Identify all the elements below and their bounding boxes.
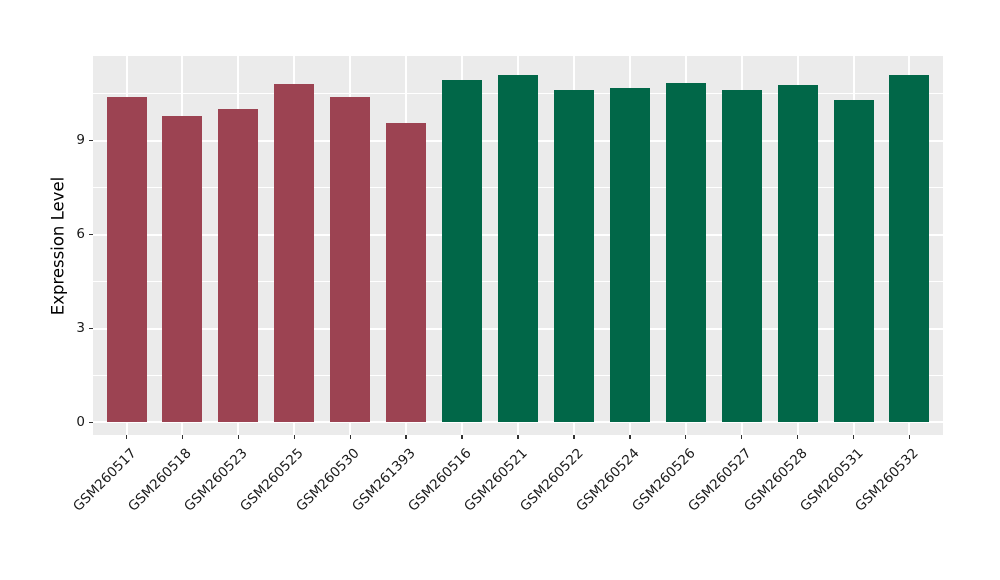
x-tick-mark (293, 435, 295, 439)
y-tick-mark (89, 421, 93, 424)
bar (162, 115, 203, 423)
x-tick-mark (349, 435, 351, 439)
y-tick-mark (89, 139, 93, 142)
x-tick-mark (125, 435, 128, 439)
x-tick-mark (852, 435, 855, 439)
y-tick-label: 6 (76, 226, 85, 243)
x-tick-mark (685, 435, 687, 439)
bar (106, 96, 147, 423)
bar (833, 99, 874, 423)
x-tick-mark (237, 435, 240, 439)
bar (218, 108, 259, 423)
x-tick-mark (908, 435, 911, 439)
bar (274, 84, 315, 423)
y-tick-label: 3 (76, 320, 85, 336)
bar (609, 87, 650, 423)
bar (889, 75, 930, 423)
y-tick-mark (89, 233, 93, 236)
x-tick-mark (405, 435, 407, 439)
bar (386, 123, 427, 423)
y-tick-label: 9 (76, 132, 85, 149)
x-tick-mark (573, 435, 575, 439)
x-tick-mark (181, 435, 184, 439)
bar (777, 84, 818, 423)
y-tick-mark (89, 327, 93, 330)
bar (553, 89, 594, 423)
bar (442, 80, 483, 423)
bar (330, 96, 371, 423)
y-axis-title: Expression Level (48, 176, 68, 316)
bar (721, 89, 762, 423)
bar (498, 75, 538, 423)
x-tick-mark (461, 435, 463, 439)
x-tick-mark (740, 435, 743, 439)
bar (665, 82, 706, 423)
x-tick-mark (629, 435, 631, 439)
x-tick-mark (517, 435, 519, 439)
x-tick-mark (796, 435, 799, 439)
y-tick-label: 0 (76, 413, 85, 430)
